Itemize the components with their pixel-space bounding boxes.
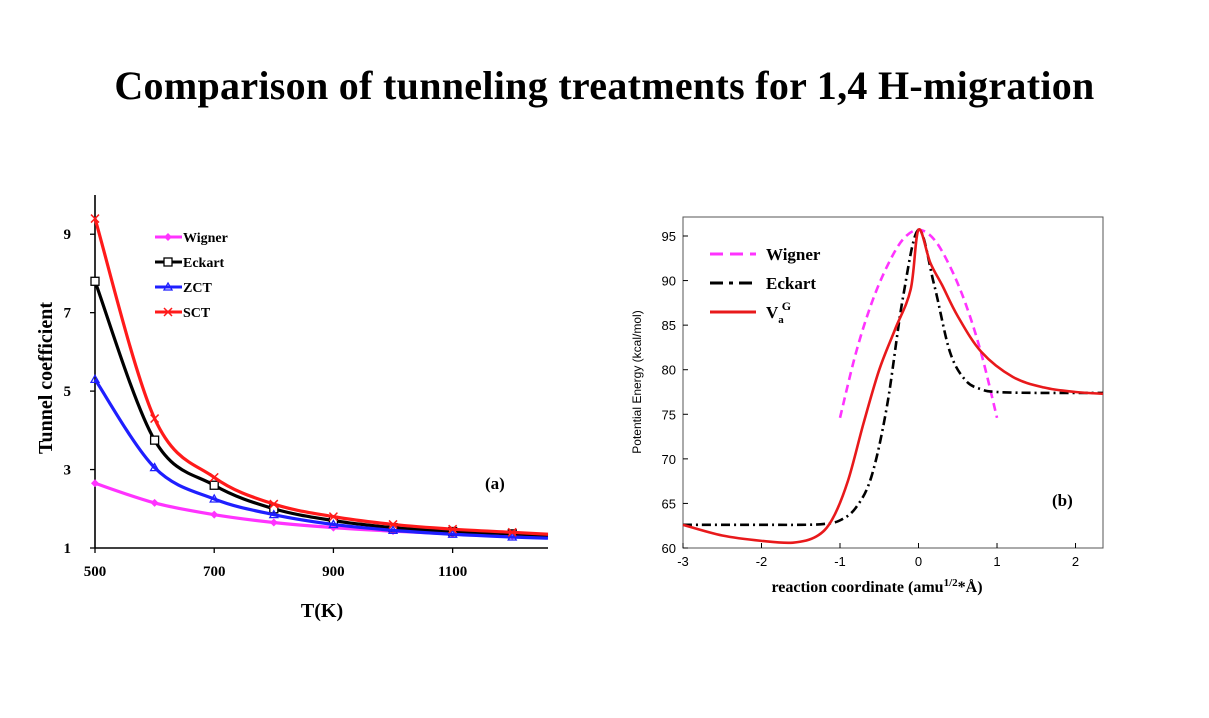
chart-b-y-tick-label: 85 (662, 318, 676, 333)
chart-a-marker (269, 499, 279, 509)
chart-a-marker (164, 233, 172, 241)
chart-a-marker (209, 493, 220, 503)
chart-b-x-axis-label-sup: 1/2 (944, 577, 959, 589)
chart-a-y-tick-label: 7 (64, 306, 72, 322)
chart-a-marker (328, 512, 338, 522)
chart-b-line-wigner (838, 228, 999, 419)
chart-a-marker (89, 374, 101, 383)
chart-a-y-tick-label: 3 (64, 463, 72, 479)
chart-b-x-tick-label: 2 (1072, 554, 1079, 569)
chart-a-y-tick-label: 1 (64, 541, 72, 557)
chart-a-line-zct (93, 378, 549, 540)
chart-a-marker (150, 498, 159, 507)
chart-a-x-tick-label: 1100 (438, 564, 467, 580)
chart-a-marker (150, 414, 160, 424)
chart-a-marker (162, 281, 174, 291)
chart-a-x-tick-label: 500 (84, 564, 107, 580)
chart-a-legend-label: Wigner (183, 231, 228, 246)
chart-b-plot-frame (682, 216, 1104, 549)
chart-a-marker (269, 518, 278, 527)
chart-b-x-tick-label: -2 (756, 554, 768, 569)
chart-b-x-tick-label: 0 (915, 554, 922, 569)
chart-b-x-axis-label: reaction coordinate (amu1/2*Å) (771, 577, 982, 596)
chart-b-y-axis-label: Potential Energy (kcal/mol) (630, 310, 644, 453)
chart-a-marker (447, 528, 458, 538)
chart-a-panel-label: (a) (485, 474, 505, 493)
chart-b-y-tick-label: 60 (662, 541, 676, 556)
chart-a-marker (149, 435, 160, 445)
chart-a-marker (91, 479, 99, 488)
chart-a-marker (448, 524, 458, 534)
chart-b-legend-label-main: V (766, 303, 779, 322)
chart-a-marker (209, 480, 219, 490)
chart-a-legend: Wigner Eckart ZCT SCT (155, 231, 228, 321)
chart-b-legend: Wigner Eckart VaG (710, 245, 821, 326)
chart-b-y-tick-label: 65 (662, 496, 676, 511)
chart-a-marker (507, 527, 517, 537)
chart-b-x-tick-label: 1 (993, 554, 1000, 569)
chart-a-y-axis-label: Tunnel coefficient (35, 302, 57, 454)
chart-b-x-tick-label: -1 (834, 554, 846, 569)
chart-a-legend-label: Eckart (183, 256, 225, 271)
chart-a-legend-label: ZCT (183, 281, 212, 296)
chart-a-marker (328, 519, 339, 529)
chart-a-marker (90, 276, 100, 286)
page-title: Comparison of tunneling treatments for 1… (114, 63, 1095, 108)
chart-a-marker (210, 510, 219, 519)
chart-a-marker (90, 214, 100, 224)
chart-b-legend-label-eckart: Eckart (766, 274, 816, 293)
chart-b-y-tick-label: 80 (662, 363, 676, 378)
chart-b-y-tick-label: 70 (662, 452, 676, 467)
chart-b-x-axis-label-main: reaction coordinate (amu (771, 579, 943, 596)
chart-a-legend-label: SCT (183, 306, 211, 321)
chart-b-y-tick-label: 95 (662, 229, 676, 244)
chart-a-x-axis-label: T(K) (301, 600, 343, 622)
chart-a-marker (149, 462, 160, 472)
chart-a-marker (163, 307, 173, 317)
chart-a-marker (209, 472, 219, 482)
chart-a-series-zct (89, 374, 549, 541)
chart-b-legend-label-sub: a (778, 314, 784, 326)
chart-a-marker (163, 257, 173, 267)
chart-a-x-tick-label: 900 (322, 564, 345, 580)
chart-b-legend-label-vag: VaG (766, 299, 791, 326)
chart-a-x-tick-label: 700 (203, 564, 226, 580)
chart-a-y-tick-label: 9 (64, 227, 72, 243)
chart-a-marker (388, 519, 398, 529)
chart-b-panel-label: (b) (1052, 491, 1073, 510)
chart-b-line-eckart (683, 228, 1104, 527)
chart-b-x-axis-label-tail: *Å) (958, 578, 983, 596)
chart-b-legend-label-sup: G (782, 299, 791, 313)
chart-b-x-tick-label: -3 (677, 554, 689, 569)
chart-a-line-sct (93, 218, 549, 536)
chart-a-y-tick-label: 5 (64, 384, 72, 400)
chart-b-line-vag (682, 228, 1104, 545)
chart-a-marker (387, 525, 399, 534)
chart-b-y-tick-label: 75 (662, 407, 676, 422)
chart-b-y-tick-label: 90 (662, 274, 676, 289)
chart-a-series-sct (90, 214, 549, 537)
chart-a-marker (507, 531, 518, 541)
chart-a-marker (268, 509, 279, 519)
chart-b-legend-label-wigner: Wigner (766, 245, 821, 264)
